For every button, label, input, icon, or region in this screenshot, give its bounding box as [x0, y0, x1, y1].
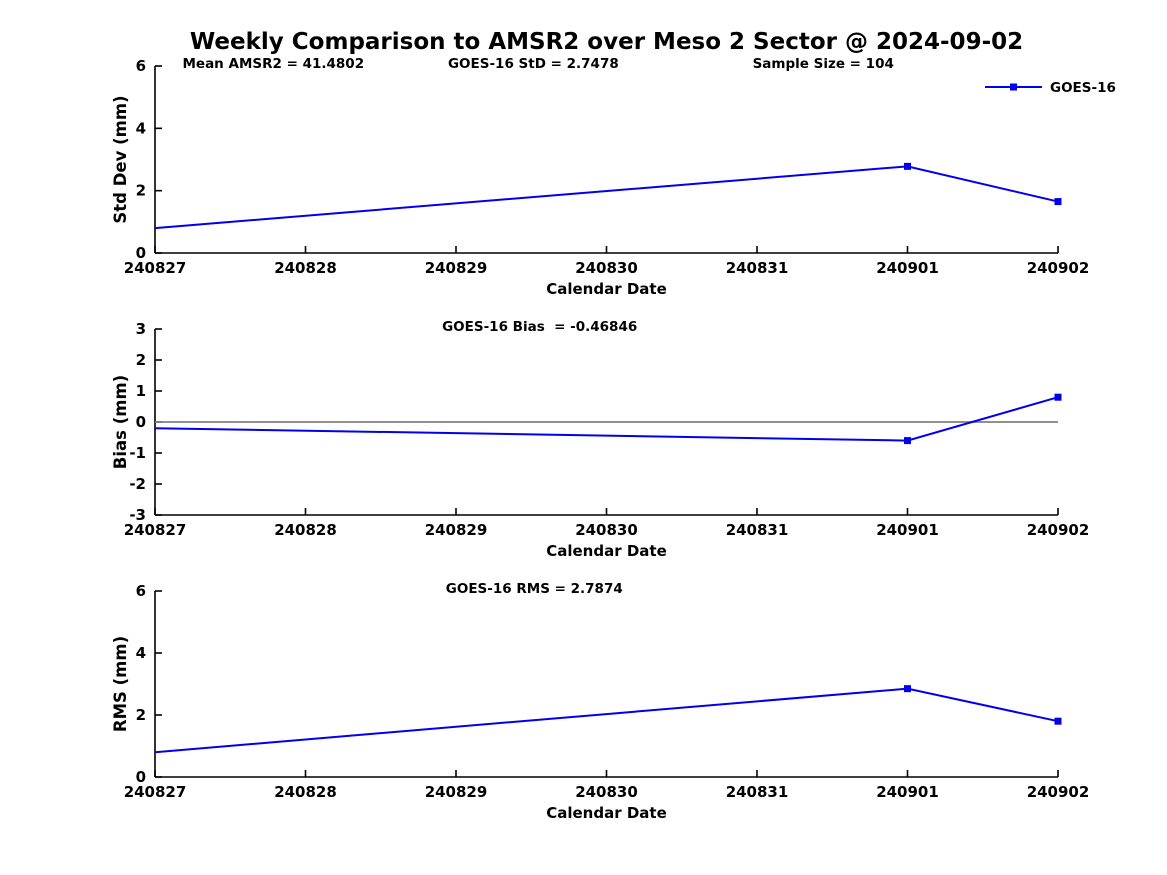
figure-title: Weekly Comparison to AMSR2 over Meso 2 S…: [189, 29, 1024, 55]
y-axis-label: Std Dev (mm): [111, 95, 130, 223]
subplot-bias-mm: -3 -2 -1 0 1 2 3 240827 240828 240829 240830 240831…: [111, 319, 1089, 560]
legend: GOES-16: [985, 80, 1116, 96]
data-marker: [1054, 717, 1062, 725]
subplot-rms-mm: 0 2 4 6 240827 240828 240829 240830 240831 240901…: [111, 581, 1089, 822]
y-tick-label: 2: [136, 351, 146, 369]
legend-label: GOES-16: [1050, 80, 1116, 96]
x-tick-label: 240831: [726, 521, 789, 539]
stat-annotation: GOES-16 Bias = -0.46846: [442, 319, 637, 335]
legend-marker: [1010, 83, 1017, 91]
y-tick-label: 6: [136, 582, 146, 600]
x-tick-label: 240901: [876, 521, 939, 539]
y-tick-label: -1: [129, 444, 146, 462]
series-line-goes-16: [154, 396, 1059, 442]
y-tick-label: 0: [136, 413, 146, 431]
x-axis-label: Calendar Date: [546, 804, 667, 822]
x-tick-label: 240831: [726, 783, 789, 801]
x-tick-label: 240829: [425, 783, 488, 801]
x-tick-label: 240829: [425, 259, 488, 277]
data-marker: [1054, 198, 1062, 206]
series-line-goes-16: [154, 687, 1059, 754]
x-tick-label: 240830: [575, 521, 638, 539]
x-tick-label: 240830: [575, 259, 638, 277]
x-tick-label: 240902: [1027, 259, 1090, 277]
x-axis-label: Calendar Date: [546, 542, 667, 560]
x-tick-label: 240828: [274, 259, 337, 277]
y-tick-label: 4: [136, 644, 146, 662]
y-tick-label: 0: [136, 244, 146, 262]
y-tick-label: 4: [136, 119, 146, 137]
x-tick-label: 240827: [124, 521, 187, 539]
series-line-goes-16: [154, 165, 1059, 230]
data-marker: [1054, 393, 1062, 401]
stat-annotation: GOES-16 StD = 2.7478: [448, 56, 619, 72]
x-tick-label: 240829: [425, 521, 488, 539]
x-tick-label: 240901: [876, 259, 939, 277]
x-tick-label: 240827: [124, 783, 187, 801]
y-tick-label: -3: [129, 506, 146, 524]
x-tick-label: 240830: [575, 783, 638, 801]
x-tick-label: 240831: [726, 259, 789, 277]
x-tick-label: 240901: [876, 783, 939, 801]
y-axis-label: Bias (mm): [111, 375, 130, 469]
data-marker: [904, 162, 911, 170]
data-marker: [904, 437, 911, 445]
stat-annotation: GOES-16 RMS = 2.7874: [446, 581, 623, 597]
x-tick-label: 240827: [124, 259, 187, 277]
stat-annotation: Mean AMSR2 = 41.4802: [182, 56, 364, 72]
y-tick-label: 1: [136, 382, 146, 400]
stat-annotation: Sample Size = 104: [753, 56, 894, 72]
y-tick-label: 3: [136, 320, 146, 338]
y-tick-label: 2: [136, 182, 146, 200]
data-marker: [904, 685, 911, 693]
y-tick-label: 2: [136, 706, 146, 724]
subplot-std-dev-mm: 0 2 4 6 240827 240828 240829 240830 240831 240901…: [111, 56, 1116, 298]
x-tick-label: 240902: [1027, 783, 1090, 801]
x-tick-label: 240828: [274, 783, 337, 801]
y-tick-label: 0: [136, 768, 146, 786]
y-axis-label: RMS (mm): [111, 636, 130, 732]
x-tick-label: 240828: [274, 521, 337, 539]
x-tick-label: 240902: [1027, 521, 1090, 539]
y-tick-label: 6: [136, 57, 146, 75]
y-tick-label: -2: [129, 475, 146, 493]
x-axis-label: Calendar Date: [546, 280, 667, 298]
